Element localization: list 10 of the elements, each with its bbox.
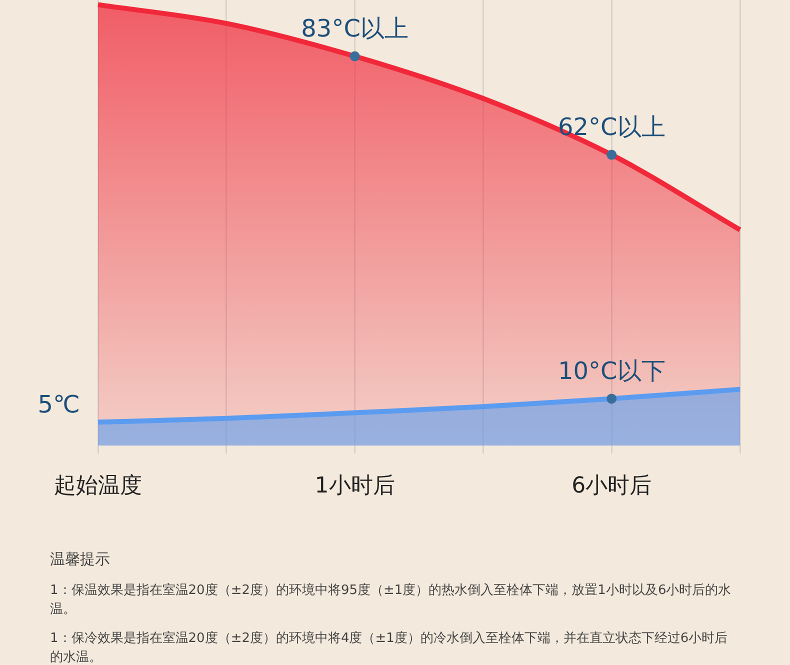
data-label: 83°C以上 <box>301 14 408 43</box>
x-tick-label: 6小时后 <box>572 474 652 499</box>
data-label: 5℃ <box>38 390 80 418</box>
text: 温馨提示 <box>50 550 111 569</box>
data-label: 10°C以下 <box>558 356 666 385</box>
text: 1：保冷效果是指在室温20度（±2度）的环境中将4度（±1度）的冷水倒入至栓体下端，并在直立状态下经过6小时后的水温。 <box>50 630 729 665</box>
x-tick-label: 起始温度 <box>54 474 142 499</box>
x-tick-label: 1小时后 <box>314 474 395 499</box>
data-label: 62°C以上 <box>558 113 666 142</box>
text: 1：保温效果是指在室温20度（±2度）的环境中将95度（±1度）的热水倒入至栓体下端，放置1小时以及6小时后的水温。 <box>50 582 732 619</box>
